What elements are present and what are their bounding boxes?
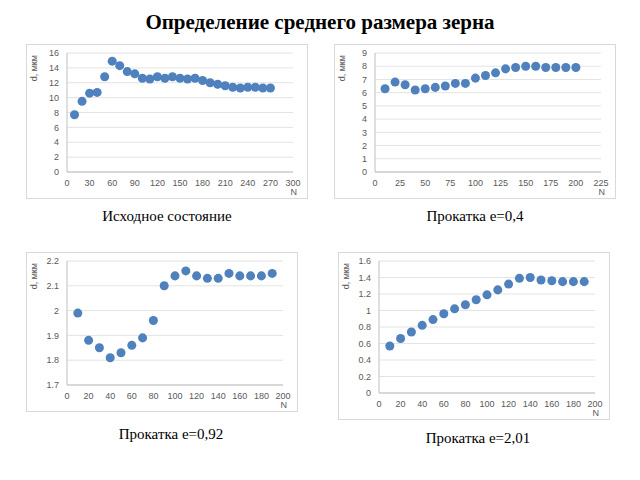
- svg-text:0.6: 0.6: [358, 339, 371, 349]
- svg-text:1.6: 1.6: [358, 256, 371, 266]
- html-text:N: N: [598, 187, 605, 197]
- svg-text:100: 100: [167, 391, 182, 401]
- svg-text:1.2: 1.2: [358, 289, 371, 299]
- svg-text:120: 120: [501, 399, 516, 409]
- svg-text:180: 180: [254, 391, 269, 401]
- svg-text:1.7: 1.7: [46, 380, 59, 390]
- svg-text:25: 25: [395, 178, 405, 188]
- svg-text:7: 7: [362, 75, 367, 85]
- svg-text:40: 40: [417, 399, 427, 409]
- svg-text:0: 0: [376, 399, 381, 409]
- svg-text:240: 240: [240, 178, 255, 188]
- svg-text:200: 200: [587, 399, 602, 409]
- svg-text:6: 6: [362, 88, 367, 98]
- svg-text:50: 50: [420, 178, 430, 188]
- svg-text:210: 210: [218, 178, 233, 188]
- svg-text:30: 30: [85, 178, 95, 188]
- svg-text:90: 90: [130, 178, 140, 188]
- svg-text:4: 4: [54, 137, 59, 147]
- html-text:Определение среднего размера з: Определение среднего размера зерна: [145, 10, 495, 34]
- svg-text:1.8: 1.8: [46, 355, 59, 365]
- svg-text:60: 60: [107, 178, 117, 188]
- svg-text:270: 270: [263, 178, 278, 188]
- svg-text:20: 20: [396, 399, 406, 409]
- html-text:N: N: [592, 408, 599, 418]
- svg-text:9: 9: [362, 48, 367, 58]
- svg-text:180: 180: [566, 399, 581, 409]
- svg-text:125: 125: [493, 178, 508, 188]
- svg-text:180: 180: [195, 178, 210, 188]
- svg-text:3: 3: [362, 128, 367, 138]
- svg-text:80: 80: [148, 391, 158, 401]
- svg-text:0: 0: [362, 167, 367, 177]
- html-text:d, мкм: d, мкм: [337, 55, 347, 82]
- svg-text:2.2: 2.2: [46, 256, 59, 266]
- svg-text:1.4: 1.4: [358, 273, 371, 283]
- svg-text:75: 75: [445, 178, 455, 188]
- html-text:d, мкм: d, мкм: [341, 263, 351, 290]
- svg-text:0: 0: [64, 178, 69, 188]
- svg-text:160: 160: [544, 399, 559, 409]
- svg-text:140: 140: [211, 391, 226, 401]
- svg-text:175: 175: [543, 178, 558, 188]
- svg-text:2.1: 2.1: [46, 281, 59, 291]
- svg-text:100: 100: [479, 399, 494, 409]
- svg-text:8: 8: [54, 108, 59, 118]
- svg-text:5: 5: [362, 101, 367, 111]
- svg-text:150: 150: [518, 178, 533, 188]
- svg-text:0: 0: [64, 391, 69, 401]
- svg-text:120: 120: [189, 391, 204, 401]
- svg-text:200: 200: [275, 391, 290, 401]
- svg-text:8: 8: [362, 61, 367, 71]
- svg-text:12: 12: [49, 78, 59, 88]
- svg-text:2: 2: [54, 306, 59, 316]
- svg-text:300: 300: [285, 178, 300, 188]
- svg-text:100: 100: [468, 178, 483, 188]
- svg-text:80: 80: [460, 399, 470, 409]
- html-text:d, мкм: d, мкм: [29, 55, 39, 82]
- svg-text:225: 225: [593, 178, 608, 188]
- svg-text:200: 200: [568, 178, 583, 188]
- html-text:Исходное состояние: Исходное состояние: [102, 208, 232, 224]
- html-text:N: N: [280, 400, 287, 410]
- html-text:Прокатка e=0,4: Прокатка e=0,4: [426, 208, 524, 224]
- svg-text:0: 0: [54, 167, 59, 177]
- svg-text:60: 60: [439, 399, 449, 409]
- svg-text:10: 10: [49, 93, 59, 103]
- svg-text:16: 16: [49, 48, 59, 58]
- svg-text:2: 2: [54, 152, 59, 162]
- svg-text:140: 140: [523, 399, 538, 409]
- svg-text:2: 2: [362, 141, 367, 151]
- svg-text:1: 1: [366, 306, 371, 316]
- svg-text:4: 4: [362, 114, 367, 124]
- svg-text:150: 150: [172, 178, 187, 188]
- svg-text:0.4: 0.4: [358, 355, 371, 365]
- svg-text:14: 14: [49, 63, 59, 73]
- html-text:d, мкм: d, мкм: [29, 263, 39, 290]
- svg-text:1.9: 1.9: [46, 331, 59, 341]
- svg-text:40: 40: [105, 391, 115, 401]
- svg-text:6: 6: [54, 123, 59, 133]
- svg-text:0: 0: [372, 178, 377, 188]
- svg-text:160: 160: [232, 391, 247, 401]
- svg-text:0.2: 0.2: [358, 372, 371, 382]
- svg-text:0.8: 0.8: [358, 322, 371, 332]
- svg-text:60: 60: [127, 391, 137, 401]
- html-text:N: N: [290, 187, 297, 197]
- html-text:Прокатка e=0,92: Прокатка e=0,92: [118, 426, 224, 442]
- svg-text:20: 20: [84, 391, 94, 401]
- html-text:Прокатка e=2,01: Прокатка e=2,01: [425, 430, 531, 446]
- svg-text:120: 120: [150, 178, 165, 188]
- svg-text:0: 0: [366, 388, 371, 398]
- svg-text:1: 1: [362, 154, 367, 164]
